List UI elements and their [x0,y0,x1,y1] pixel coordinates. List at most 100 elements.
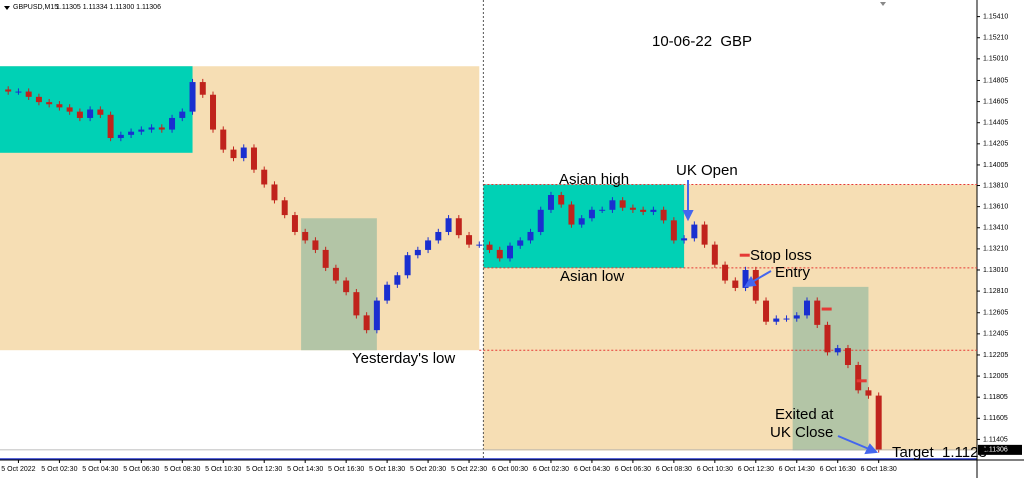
y-tick-label: 1.14205 [983,141,1008,148]
candle-body [404,255,411,276]
candle-body [814,300,821,325]
candle-body [517,240,524,246]
y-tick-label: 1.14005 [983,162,1008,169]
quote: 1.11305 1.11334 1.11300 1.11306 [56,4,161,11]
candle-body [711,244,718,265]
y-tick-label: 1.13410 [983,225,1008,232]
candle-body [107,114,114,139]
axes: 1.15410 1.15210 1.15010 1.14805 1.14605 1.144… [0,13,1022,473]
current-price-box [978,444,1022,455]
header: GBPUSD,M15 1.11305 1.11334 1.11300 1.113… [4,2,886,11]
current-price-label: 1.11306 [983,447,1008,454]
candle-body [312,240,319,250]
candle-body [681,238,688,241]
candle-body [701,224,708,245]
candle-body [588,209,595,219]
symbol: GBPUSD,M15 [13,4,58,11]
header-arrow [4,6,10,10]
y-tick-label: 1.11805 [983,394,1008,401]
x-tick-label: 5 Oct 20:30 [410,466,446,473]
candle-body [568,204,575,225]
candle-body [435,231,442,241]
candle-body [394,275,401,285]
candle-body [722,264,729,281]
zones [0,66,977,451]
y-tick-label: 1.13210 [983,246,1008,253]
y-tick-label: 1.13010 [983,267,1008,274]
annotation: Target 1.1123 [892,444,987,461]
candle-body [138,129,145,132]
candle-body [844,348,851,365]
annotation: Exited at [775,406,834,423]
candle-body [117,134,124,139]
x-tick-label: 6 Oct 02:30 [533,466,569,473]
candle-body [486,244,493,250]
candle-body [793,315,800,319]
candle-body [322,249,329,268]
candle-body [476,244,483,246]
candle-body [558,195,565,205]
candle-body [87,109,94,118]
candle-body [35,96,42,103]
y-tick-label: 1.13610 [983,203,1008,210]
candle-body [865,390,872,396]
candle-body [97,109,104,115]
arrow [751,270,772,283]
candle-body [199,82,206,95]
y-tick-label: 1.12605 [983,310,1008,317]
x-tick-label: 5 Oct 12:30 [246,466,282,473]
x-tick-label: 6 Oct 00:30 [492,466,528,473]
candle-body [353,292,360,316]
x-tick-label: 5 Oct 18:30 [369,466,405,473]
candle-body [496,249,503,259]
candle-body [660,209,667,221]
candle-body [15,91,22,93]
annotation: Stop loss [750,247,812,264]
arrow-head [682,210,694,222]
candle-body [650,209,657,212]
candle-body [425,240,432,250]
x-tick-label: 6 Oct 06:30 [615,466,651,473]
candle-body [834,348,841,353]
candle-body [384,284,391,301]
arrows [682,180,879,455]
candle-body [599,209,606,211]
x-tick-label: 5 Oct 14:30 [287,466,323,473]
annotation: 10-06-22 GBP [652,33,752,50]
candle-body [547,195,554,210]
annotation: UK Close [770,424,833,441]
candle-body [169,117,176,130]
y-tick-label: 1.12205 [983,352,1008,359]
y-tick-label: 1.11405 [983,436,1008,443]
candle-body [76,111,83,118]
candle-body [281,200,288,216]
y-tick-label: 1.14405 [983,120,1008,127]
candle-body [25,91,32,97]
candle-body [261,169,268,185]
y-tick-label: 1.13810 [983,182,1008,189]
candle-body [5,89,12,92]
y-tick-label: 1.14805 [983,77,1008,84]
annotation: Asian low [560,268,624,285]
zone [483,184,685,268]
candle-body [609,200,616,210]
candle-body [189,82,196,112]
y-tick-label: 1.14605 [983,98,1008,105]
candle-body [466,235,473,245]
candle-body [158,127,165,130]
candle-body [803,300,810,316]
candle-body [742,269,749,288]
candle-body [537,209,544,232]
candle-body [56,104,63,108]
annotation: UK Open [676,162,738,179]
x-tick-label: 5 Oct 16:30 [328,466,364,473]
x-tick-label: 6 Oct 14:30 [779,466,815,473]
x-tick-label: 6 Oct 10:30 [697,466,733,473]
candle-body [670,220,677,241]
annotation: Asian high [559,171,629,188]
x-tick-label: 5 Oct 2022 [1,466,35,473]
candle-body [363,315,370,331]
candle-body [527,231,534,241]
zone [301,218,377,351]
